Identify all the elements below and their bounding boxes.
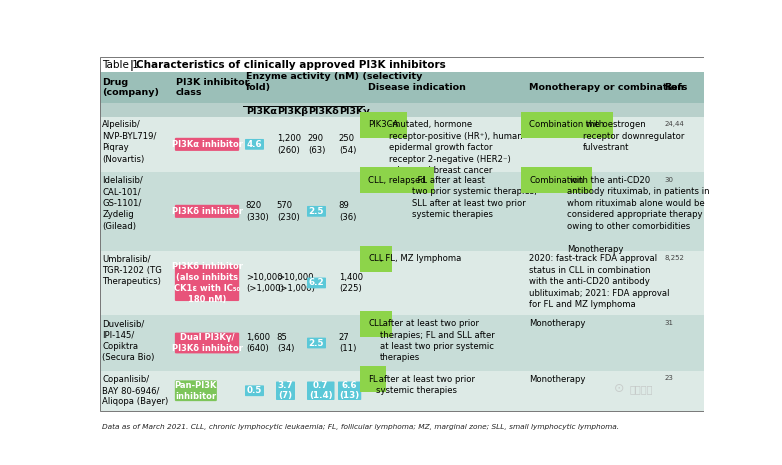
Text: 290
(63): 290 (63) (308, 134, 325, 154)
Text: Copanlisib/
BAY 80-6946/
Aliqopa (Bayer): Copanlisib/ BAY 80-6946/ Aliqopa (Bayer) (102, 375, 169, 406)
Text: ; FL after at least
two prior systemic therapies;
SLL after at least two prior
s: ; FL after at least two prior systemic t… (412, 176, 537, 219)
Text: PIK3CA: PIK3CA (368, 120, 399, 129)
Text: Enzyme activity (nM) (selectivity
fold): Enzyme activity (nM) (selectivity fold) (246, 72, 422, 92)
Text: 2.5: 2.5 (309, 207, 325, 216)
Text: Characteristics of clinically approved PI3K inhibitors: Characteristics of clinically approved P… (136, 60, 446, 70)
Text: Drug
(company): Drug (company) (102, 78, 160, 97)
Text: 0.5: 0.5 (247, 386, 262, 395)
Text: PI3Kδ inhibitor
(also inhibits
CK1ε with IC₅₀
180 nM): PI3Kδ inhibitor (also inhibits CK1ε with… (171, 262, 242, 304)
FancyBboxPatch shape (175, 380, 217, 401)
Text: 89
(36): 89 (36) (339, 201, 356, 221)
Text: Monotherapy: Monotherapy (529, 375, 586, 384)
Text: 85
(34): 85 (34) (277, 333, 294, 353)
Text: -mutated, hormone
receptor-positive (HR⁺), human
epidermal growth factor
recepto: -mutated, hormone receptor-positive (HR⁺… (389, 120, 523, 175)
Text: Combination: Combination (529, 176, 583, 185)
Bar (100, 103, 704, 117)
Text: Umbralisib/
TGR-1202 (TG
Therapeutics): Umbralisib/ TGR-1202 (TG Therapeutics) (102, 254, 163, 286)
Text: 6.2: 6.2 (309, 279, 325, 287)
FancyBboxPatch shape (175, 332, 239, 353)
Text: CLL, relapsed: CLL, relapsed (368, 176, 426, 185)
Text: the oestrogen
receptor downregulator
fulvestrant: the oestrogen receptor downregulator ful… (583, 120, 684, 153)
Text: Monotherapy: Monotherapy (529, 319, 586, 328)
Text: Monotherapy or combination: Monotherapy or combination (529, 83, 684, 92)
Text: CLL: CLL (368, 319, 384, 328)
Bar (100, 57, 704, 72)
Text: 250
(54): 250 (54) (339, 134, 356, 154)
Text: 1,600
(640): 1,600 (640) (246, 333, 270, 353)
Text: >10,000
(>1,000): >10,000 (>1,000) (246, 273, 284, 293)
FancyBboxPatch shape (307, 381, 335, 400)
Text: PI3Kα: PI3Kα (246, 107, 277, 116)
Text: after at least two prior
systemic therapies: after at least two prior systemic therap… (376, 375, 475, 395)
Bar (100, 72, 704, 103)
Text: |: | (131, 60, 138, 71)
FancyBboxPatch shape (276, 381, 295, 400)
Text: Table 1: Table 1 (102, 60, 142, 70)
Text: Pan-PI3K
inhibitor: Pan-PI3K inhibitor (174, 381, 217, 401)
Text: PI3Kδ inhibitor: PI3Kδ inhibitor (171, 207, 242, 216)
Text: 2.5: 2.5 (309, 339, 325, 347)
Bar (100, 117, 704, 172)
Text: Disease indication: Disease indication (368, 83, 466, 92)
Text: 4.6: 4.6 (246, 140, 262, 149)
Text: >10,000
(>1,000): >10,000 (>1,000) (277, 273, 314, 293)
Text: with the anti-CD20
antibody rituximab, in patients in
whom rituximab alone would: with the anti-CD20 antibody rituximab, i… (567, 176, 709, 253)
FancyBboxPatch shape (245, 385, 264, 396)
Text: 24,44: 24,44 (664, 121, 684, 127)
FancyBboxPatch shape (175, 205, 239, 218)
Text: 2020: fast-track FDA approval
status in CLL in combination
with the anti-CD20 an: 2020: fast-track FDA approval status in … (529, 254, 670, 309)
FancyBboxPatch shape (175, 138, 239, 151)
FancyBboxPatch shape (307, 338, 326, 348)
FancyBboxPatch shape (307, 278, 326, 288)
Text: 30: 30 (664, 177, 673, 183)
FancyBboxPatch shape (338, 381, 361, 400)
Text: Idelalisib/
CAL-101/
GS-1101/
Zydelig
(Gilead): Idelalisib/ CAL-101/ GS-1101/ Zydelig (G… (102, 176, 143, 231)
Text: PI3Kδ: PI3Kδ (308, 107, 339, 116)
Text: 31: 31 (664, 320, 673, 326)
Bar (100, 251, 704, 315)
Text: Data as of March 2021. CLL, chronic lymphocytic leukaemia; FL, follicular lympho: Data as of March 2021. CLL, chronic lymp… (102, 424, 619, 430)
Text: 0.7
(1.4): 0.7 (1.4) (309, 381, 332, 400)
Text: PI3K inhibitor
class: PI3K inhibitor class (176, 78, 249, 97)
Text: after at least two prior
therapies; FL and SLL after
at least two prior systemic: after at least two prior therapies; FL a… (379, 319, 494, 363)
Text: 27
(11): 27 (11) (339, 333, 356, 353)
Bar (100, 315, 704, 371)
Text: 820
(330): 820 (330) (246, 201, 268, 221)
Text: 1,400
(225): 1,400 (225) (339, 273, 363, 293)
Text: Duvelisib/
IPI-145/
Copiktra
(Secura Bio): Duvelisib/ IPI-145/ Copiktra (Secura Bio… (102, 319, 155, 363)
Text: Refs: Refs (664, 83, 687, 92)
Text: 23: 23 (664, 375, 673, 381)
Text: 8,252: 8,252 (664, 255, 684, 261)
Text: 570
(230): 570 (230) (277, 201, 300, 221)
Text: PI3Kα inhibitor: PI3Kα inhibitor (171, 140, 242, 149)
FancyBboxPatch shape (307, 206, 326, 217)
Text: Alpelisib/
NVP-BYL719/
Piqray
(Novartis): Alpelisib/ NVP-BYL719/ Piqray (Novartis) (102, 120, 156, 164)
Text: 精准药物: 精准药物 (630, 384, 653, 394)
Bar (100, 371, 704, 411)
Text: 6.6
(13): 6.6 (13) (339, 381, 360, 400)
Text: , FL, MZ lymphoma: , FL, MZ lymphoma (379, 254, 461, 264)
Text: PI3Kβ: PI3Kβ (277, 107, 308, 116)
Text: 3.7
(7): 3.7 (7) (278, 381, 293, 400)
FancyBboxPatch shape (245, 139, 264, 150)
Bar (100, 172, 704, 251)
Text: Dual PI3Kγ/
PI3Kδ inhibitor: Dual PI3Kγ/ PI3Kδ inhibitor (171, 333, 242, 353)
Text: Combination with: Combination with (529, 120, 604, 129)
FancyBboxPatch shape (175, 265, 239, 301)
Text: 1,200
(260): 1,200 (260) (277, 134, 301, 154)
Text: ⊙: ⊙ (614, 382, 624, 395)
Text: CLL: CLL (368, 254, 384, 264)
Text: FL: FL (368, 375, 378, 384)
Text: PI3Kγ: PI3Kγ (339, 107, 370, 116)
